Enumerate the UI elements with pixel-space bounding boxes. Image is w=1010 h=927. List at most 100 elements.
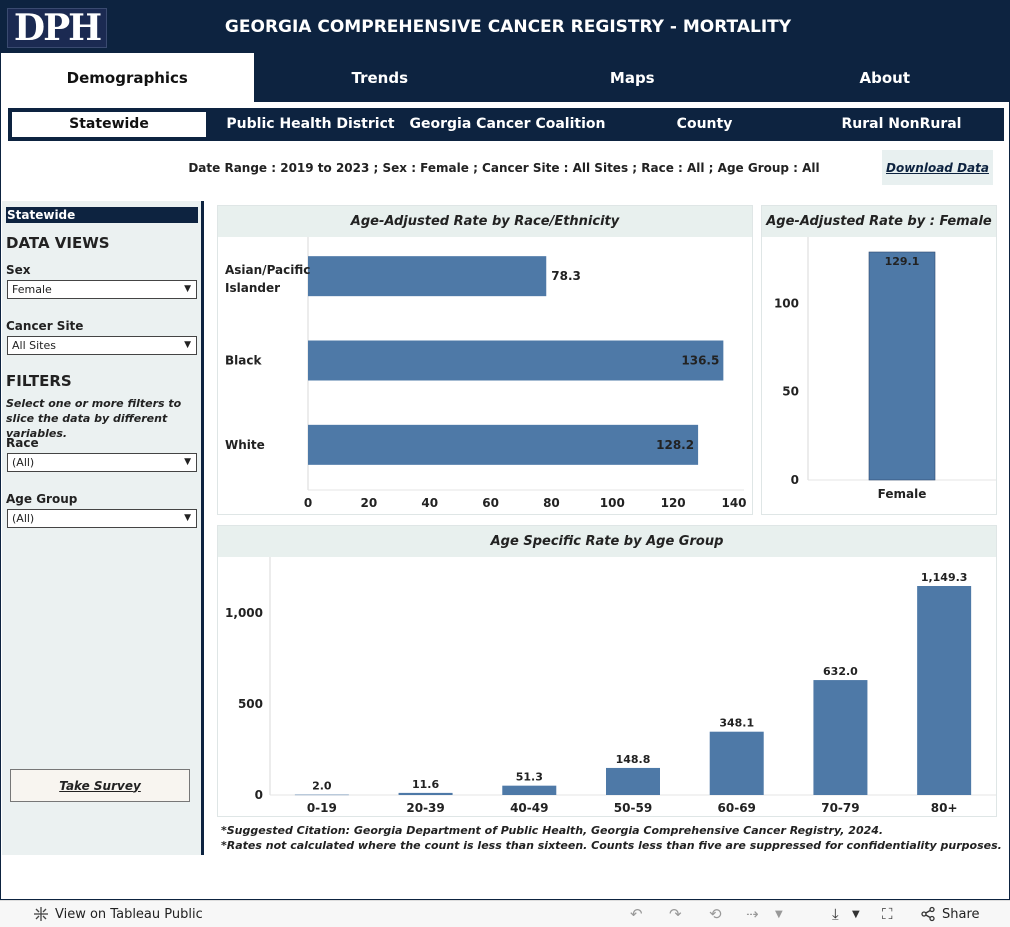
left-panel [2,201,201,855]
race-ethnicity-chart-title: Age-Adjusted Rate by Race/Ethnicity [218,206,752,237]
bar [308,424,699,465]
sex-select[interactable]: Female ▼ [7,280,197,299]
subtab-rural-nonrural[interactable]: Rural NonRural [841,116,962,132]
race-ethnicity-chart: Asian/Pacific Islander 78.3 Black 136.5 White… [225,237,747,510]
bar [917,586,972,795]
view-on-tableau-public-label: View on Tableau Public [55,906,203,922]
citation-line: *Suggested Citation: Georgia Department … [221,824,884,837]
left-panel-divider [201,201,204,855]
y-tick-label: 50 [782,385,799,399]
cancer-site-select-value: All Sites [12,339,56,352]
category-label: Asian/Pacific Islander [225,263,310,295]
subtab-public-health-district[interactable]: Public Health District [226,116,395,132]
age-group-label: Age Group [6,492,78,506]
chevron-down-icon: ▼ [184,284,191,294]
download-data-button[interactable]: Download Data [882,150,993,185]
bar [398,792,453,795]
x-tick-label: 140 [721,496,746,510]
age-group-chart-panel: Age Specific Rate by Age Group 0 500 1,000… [217,525,997,817]
category-label: 20-39 [406,801,444,815]
age-group-chart-title: Age Specific Rate by Age Group [218,526,996,557]
filter-summary: Date Range : 2019 to 2023 ; Sex : Female… [188,161,820,175]
tab-maps[interactable]: Maps [609,68,655,87]
chevron-down-icon: ▼ [184,513,191,523]
download-icon[interactable]: ⤓ [832,905,839,923]
revert-icon[interactable]: ⟲ [709,905,722,923]
header-bar: DPH GEORGIA COMPREHENSIVE CANCER REGISTR… [1,1,1010,53]
view-on-tableau-public-link[interactable]: View on Tableau Public [33,906,203,922]
geography-tabs: Statewide Public Health District Georgia… [8,108,1004,141]
tab-about[interactable]: About [859,68,910,87]
subtab-statewide[interactable]: Statewide [12,112,206,137]
share-icon [921,906,935,922]
chevron-down-icon[interactable]: ▼ [775,909,783,920]
data-label: 1,149.3 [921,571,968,584]
x-tick-label: 20 [361,496,378,510]
data-label: 632.0 [823,665,858,678]
data-label: 11.6 [412,778,439,791]
y-tick-label: 1,000 [225,606,263,620]
refresh-icon[interactable]: ⇢ [746,905,759,923]
race-ethnicity-chart-panel: Age-Adjusted Rate by Race/Ethnicity Asia… [217,205,753,515]
tab-trends[interactable]: Trends [351,68,409,87]
category-label: Female [878,487,927,501]
category-label: Black [225,354,262,368]
logo-text: DPH [13,7,102,49]
share-button[interactable]: Share [920,906,980,922]
y-tick-label: 500 [238,697,263,711]
take-survey-button[interactable]: Take Survey [10,769,190,802]
y-tick-label: 0 [791,473,799,487]
fullscreen-icon[interactable]: ⛶ [882,905,893,923]
tableau-icon [34,907,48,921]
age-group-select[interactable]: (All) ▼ [7,509,197,528]
data-label: 51.3 [516,771,543,784]
x-tick-label: 0 [304,496,312,510]
chevron-down-icon: ▼ [184,457,191,467]
dashboard-frame: DPH GEORGIA COMPREHENSIVE CANCER REGISTR… [0,0,1010,900]
main-tabs: Demographics Trends Maps About [1,53,1010,102]
category-label: 0-19 [307,801,337,815]
chevron-down-icon[interactable]: ▼ [852,909,860,920]
sex-label: Sex [6,263,31,277]
tab-demographics[interactable]: Demographics [1,53,254,102]
x-tick-label: 100 [600,496,625,510]
app-title: GEORGIA COMPREHENSIVE CANCER REGISTRY - … [224,17,792,37]
tableau-toolbar: View on Tableau Public ↶ ↷ ⟲ ⇢ ▼ ⤓ ▼ ⛶ S… [0,900,1010,927]
y-tick-label: 0 [255,788,263,802]
bar [502,785,557,795]
share-label: Share [942,906,980,922]
x-tick-label: 80 [543,496,560,510]
category-label: 60-69 [718,801,756,815]
chevron-down-icon: ▼ [184,340,191,350]
age-group-chart: 0 500 1,000 2.0 0-19 11.6 20-39 51.3 40-49 148.8 5… [225,557,996,815]
cancer-site-select[interactable]: All Sites ▼ [7,336,197,355]
data-label: 348.1 [719,717,754,730]
y-tick-label: 100 [774,296,799,310]
bar [709,731,764,795]
category-label: White [225,438,265,452]
bar [606,767,660,795]
subtab-georgia-cancer-coalition[interactable]: Georgia Cancer Coalition [409,116,606,132]
bar [294,794,349,796]
bar [308,256,547,297]
sex-chart-title: Age-Adjusted Rate by : Female [762,206,996,237]
data-label: 2.0 [312,780,332,793]
category-label: 50-59 [614,801,652,815]
x-tick-label: 40 [421,496,438,510]
bar [868,251,936,481]
undo-icon[interactable]: ↶ [630,905,643,923]
data-label: 129.1 [885,255,920,268]
suppression-note: *Rates not calculated where the count is… [221,839,1002,852]
x-tick-label: 60 [482,496,499,510]
bar [813,680,868,795]
category-label: 70-79 [821,801,859,815]
filters-description: Select one or more filters to slice the … [6,397,182,440]
race-select[interactable]: (All) ▼ [7,453,197,472]
redo-icon[interactable]: ↷ [669,905,682,923]
subtab-county[interactable]: County [676,116,733,132]
citation-notes: *Suggested Citation: Georgia Department … [221,823,1002,853]
filters-heading: FILTERS [6,372,72,390]
dph-logo: DPH [7,8,107,48]
data-label: 78.3 [551,269,581,283]
cancer-site-label: Cancer Site [6,319,84,333]
